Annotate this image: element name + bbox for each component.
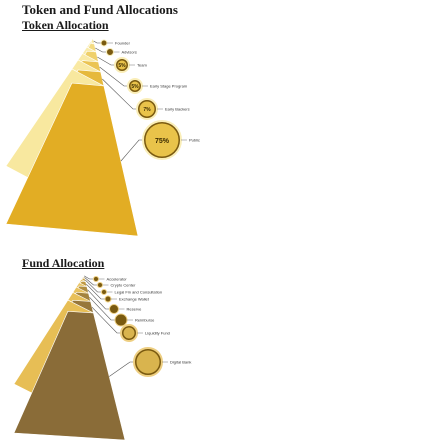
token-allocation-chart: Founder Advisors 5% Team 5% Early Stage Progr… [5, 37, 200, 237]
leader-advisors [95, 47, 107, 53]
bubble-exchange-wallet [104, 295, 112, 303]
category-label-advisors: Advisors [122, 50, 137, 55]
leader-exchange-wallet [86, 283, 105, 300]
category-label-reserve: Reserve [127, 307, 143, 312]
value-label-early-stage-program: 5% [131, 84, 139, 90]
value-label-early-backers: 7% [143, 107, 151, 113]
value-label-public: 75% [155, 138, 170, 145]
category-label-reimburse: Reimburse [135, 318, 155, 323]
category-label-early-backers: Early Backers [165, 107, 190, 112]
category-label-public: Public [189, 138, 200, 143]
category-label-accelerator: Accelerator [107, 277, 128, 282]
leader-liquidity-fund [91, 306, 121, 334]
bubble-reimburse [114, 313, 128, 327]
bubble-face-early-backers [139, 101, 155, 117]
bubble-face-early-stage-program [130, 81, 140, 91]
category-label-exchange-wallet: Exchange Wallet [119, 297, 150, 302]
leader-accelerator [84, 275, 94, 280]
bubble-crypto-center [97, 282, 103, 288]
leader-public [120, 139, 143, 162]
bubble-reserve [109, 304, 119, 314]
category-label-digital-bank: Digital Bank [170, 360, 191, 365]
bubble-face-public [145, 123, 179, 157]
category-label-team: Team [137, 63, 147, 68]
leader-crypto-center [84, 277, 98, 286]
page-title: Token and Fund Allocations [22, 2, 178, 17]
category-label-legal-fin-and-consultation: Legal Fin and Consultation [115, 290, 163, 295]
leader-early-stage-program [99, 66, 128, 87]
bubble-face-team [117, 60, 127, 70]
leader-legal-fin-and-consultation [85, 279, 102, 293]
leader-digital-bank [109, 361, 134, 377]
category-label-liquidity-fund: Liquidity Fund [145, 331, 170, 336]
token-allocation-title: Token Allocation [22, 18, 109, 32]
slice-digital-bank [13, 311, 126, 441]
bubble-face-liquidity-fund [123, 327, 135, 339]
leader-reserve [87, 289, 110, 310]
bubble-face-digital-bank [136, 350, 160, 374]
bubble-advisors [106, 48, 114, 56]
bubble-founder [100, 39, 108, 47]
category-label-founder: Founder [115, 41, 131, 46]
leader-founder [93, 40, 101, 44]
category-label-crypto-center: Crypto Center [111, 283, 137, 288]
bubble-accelerator [93, 276, 99, 282]
leader-reimburse [89, 297, 115, 321]
fund-allocation-title: Fund Allocation [22, 256, 105, 270]
slice-public [5, 82, 139, 237]
leader-team [97, 56, 115, 66]
bubble-legal-fin-and-consultation [101, 289, 107, 295]
leader-early-backers [102, 78, 137, 110]
category-label-early-stage-program: Early Stage Program [150, 84, 188, 89]
value-label-team: 5% [118, 63, 126, 69]
